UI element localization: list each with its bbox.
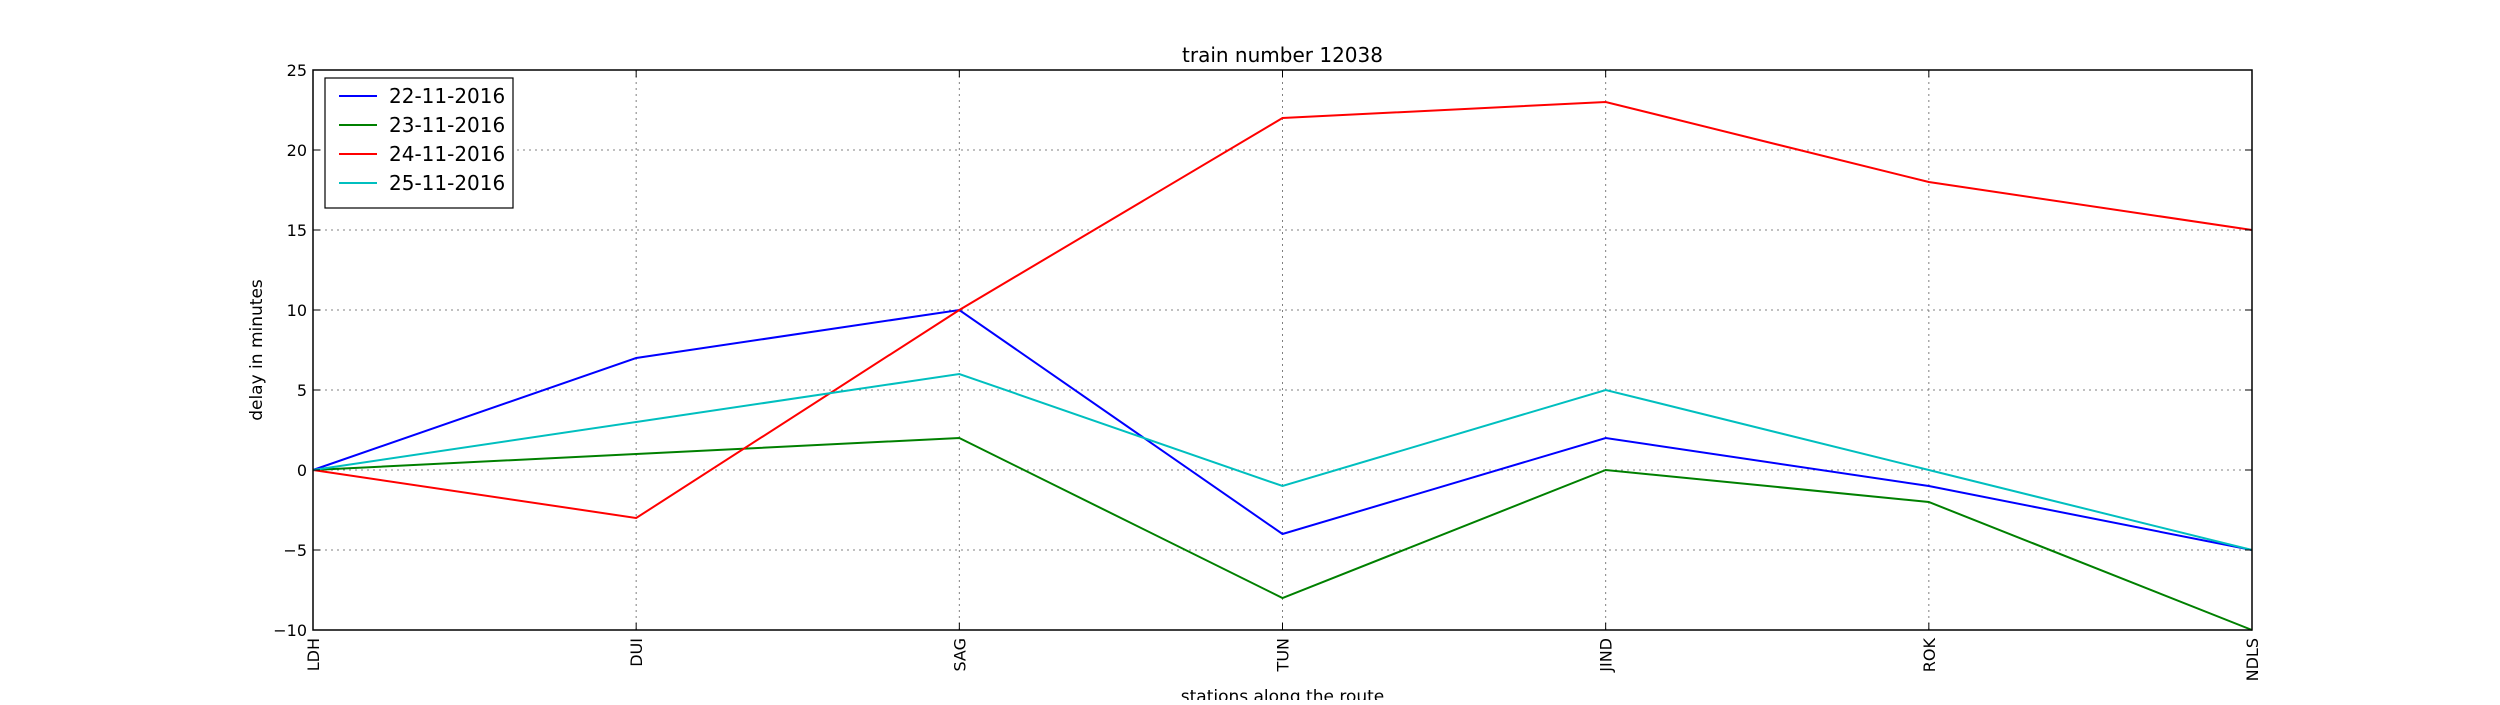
y-tick-label: 5 (297, 381, 307, 400)
x-tick-label: JIND (1597, 638, 1616, 673)
legend-label: 23-11-2016 (389, 113, 505, 137)
chart-title: train number 12038 (1182, 43, 1383, 67)
x-tick-label: TUN (1274, 638, 1293, 672)
y-tick-label: 15 (287, 221, 307, 240)
legend-box (324, 77, 514, 209)
legend: 22-11-2016 23-11-2016 24-11-2016 25-11-2016 (324, 77, 514, 209)
x-tick-label: LDH (304, 638, 323, 671)
grid-layer (313, 70, 2252, 630)
y-tick-label: 20 (287, 141, 307, 160)
y-tick-label: −10 (273, 621, 307, 640)
series-line-25-11-2016 (312, 372, 2253, 551)
series-line-22-11-2016 (312, 308, 2253, 551)
tick-layer: LDH DUI SAG TUN JIND ROK NDLS −10 −5 0 5 10 15 20 25 (273, 61, 2262, 681)
y-tick-label: 25 (287, 61, 307, 80)
series-layer (312, 100, 2253, 631)
x-tick-label: ROK (1920, 637, 1939, 672)
x-tick-label: SAG (950, 638, 969, 672)
series-line-23-11-2016 (312, 436, 2253, 631)
x-axis-title: stations along the route (1181, 687, 1385, 700)
legend-label: 24-11-2016 (389, 142, 505, 166)
y-axis-title: delay in minutes (247, 279, 267, 421)
series-line-24-11-2016 (312, 100, 2253, 520)
legend-label: 25-11-2016 (389, 171, 505, 195)
y-tick-label: −5 (283, 541, 307, 560)
y-tick-label: 10 (287, 301, 307, 320)
x-tick-label: DUI (627, 638, 646, 667)
x-tick-label: NDLS (2243, 638, 2262, 681)
y-tick-label: 0 (297, 461, 307, 480)
legend-label: 22-11-2016 (389, 84, 505, 108)
